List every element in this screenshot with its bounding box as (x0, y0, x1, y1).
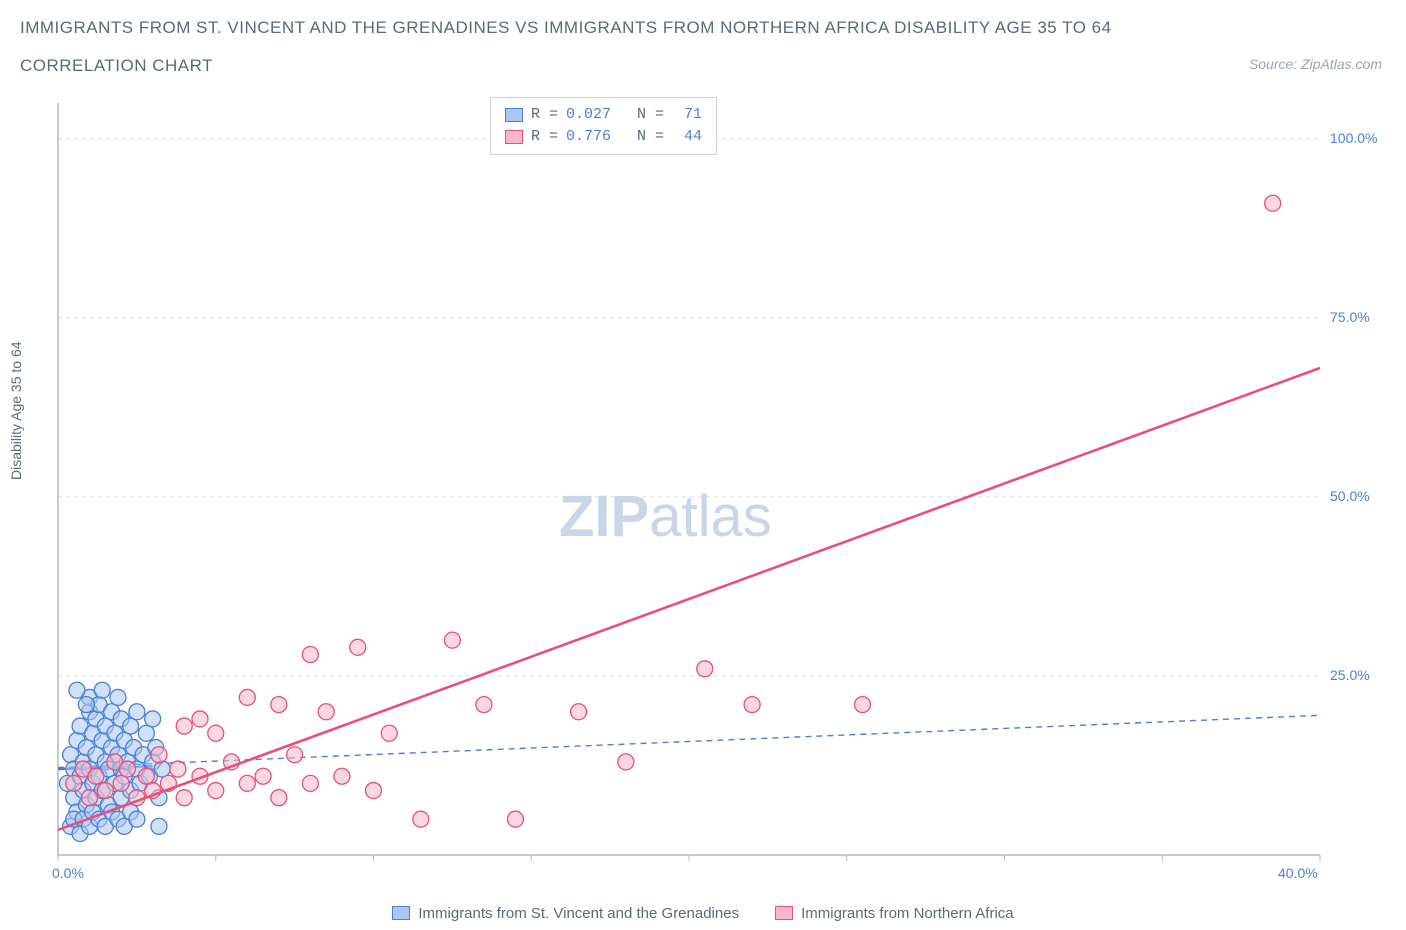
y-tick-label: 75.0% (1330, 309, 1370, 325)
stat-r-value: 0.027 (566, 104, 611, 126)
y-tick-label: 50.0% (1330, 488, 1370, 504)
x-tick-label: 0.0% (52, 865, 84, 881)
stat-n-value: 71 (672, 104, 702, 126)
stat-n-label: N = (637, 104, 664, 126)
y-axis-label: Disability Age 35 to 64 (8, 341, 24, 480)
y-tick-label: 25.0% (1330, 667, 1370, 683)
correlation-stats-box: R = 0.027 N = 71 R = 0.776 N = 44 (490, 97, 717, 155)
legend-swatch (505, 130, 523, 144)
stat-r-label: R = (531, 104, 558, 126)
scatter-chart-svg (50, 95, 1380, 885)
stats-row: R = 0.776 N = 44 (505, 126, 702, 148)
legend-label: Immigrants from St. Vincent and the Gren… (418, 905, 739, 922)
stats-row: R = 0.027 N = 71 (505, 104, 702, 126)
stat-r-label: R = (531, 126, 558, 148)
stat-n-value: 44 (672, 126, 702, 148)
chart-subtitle: CORRELATION CHART (20, 56, 213, 76)
stat-r-value: 0.776 (566, 126, 611, 148)
legend-swatch (505, 108, 523, 122)
legend-swatch (392, 906, 410, 920)
bottom-legend: Immigrants from St. Vincent and the Gren… (0, 905, 1406, 925)
legend-label: Immigrants from Northern Africa (801, 905, 1014, 922)
legend-swatch (775, 906, 793, 920)
legend-item: Immigrants from Northern Africa (775, 905, 1014, 922)
legend-item: Immigrants from St. Vincent and the Gren… (392, 905, 739, 922)
stat-n-label: N = (637, 126, 664, 148)
plot-area: 25.0%50.0%75.0%100.0% 0.0%40.0% ZIPatlas… (50, 95, 1380, 885)
source-attribution: Source: ZipAtlas.com (1249, 56, 1382, 72)
x-tick-label: 40.0% (1278, 865, 1318, 881)
chart-title: IMMIGRANTS FROM ST. VINCENT AND THE GREN… (20, 18, 1112, 38)
y-tick-label: 100.0% (1330, 130, 1377, 146)
